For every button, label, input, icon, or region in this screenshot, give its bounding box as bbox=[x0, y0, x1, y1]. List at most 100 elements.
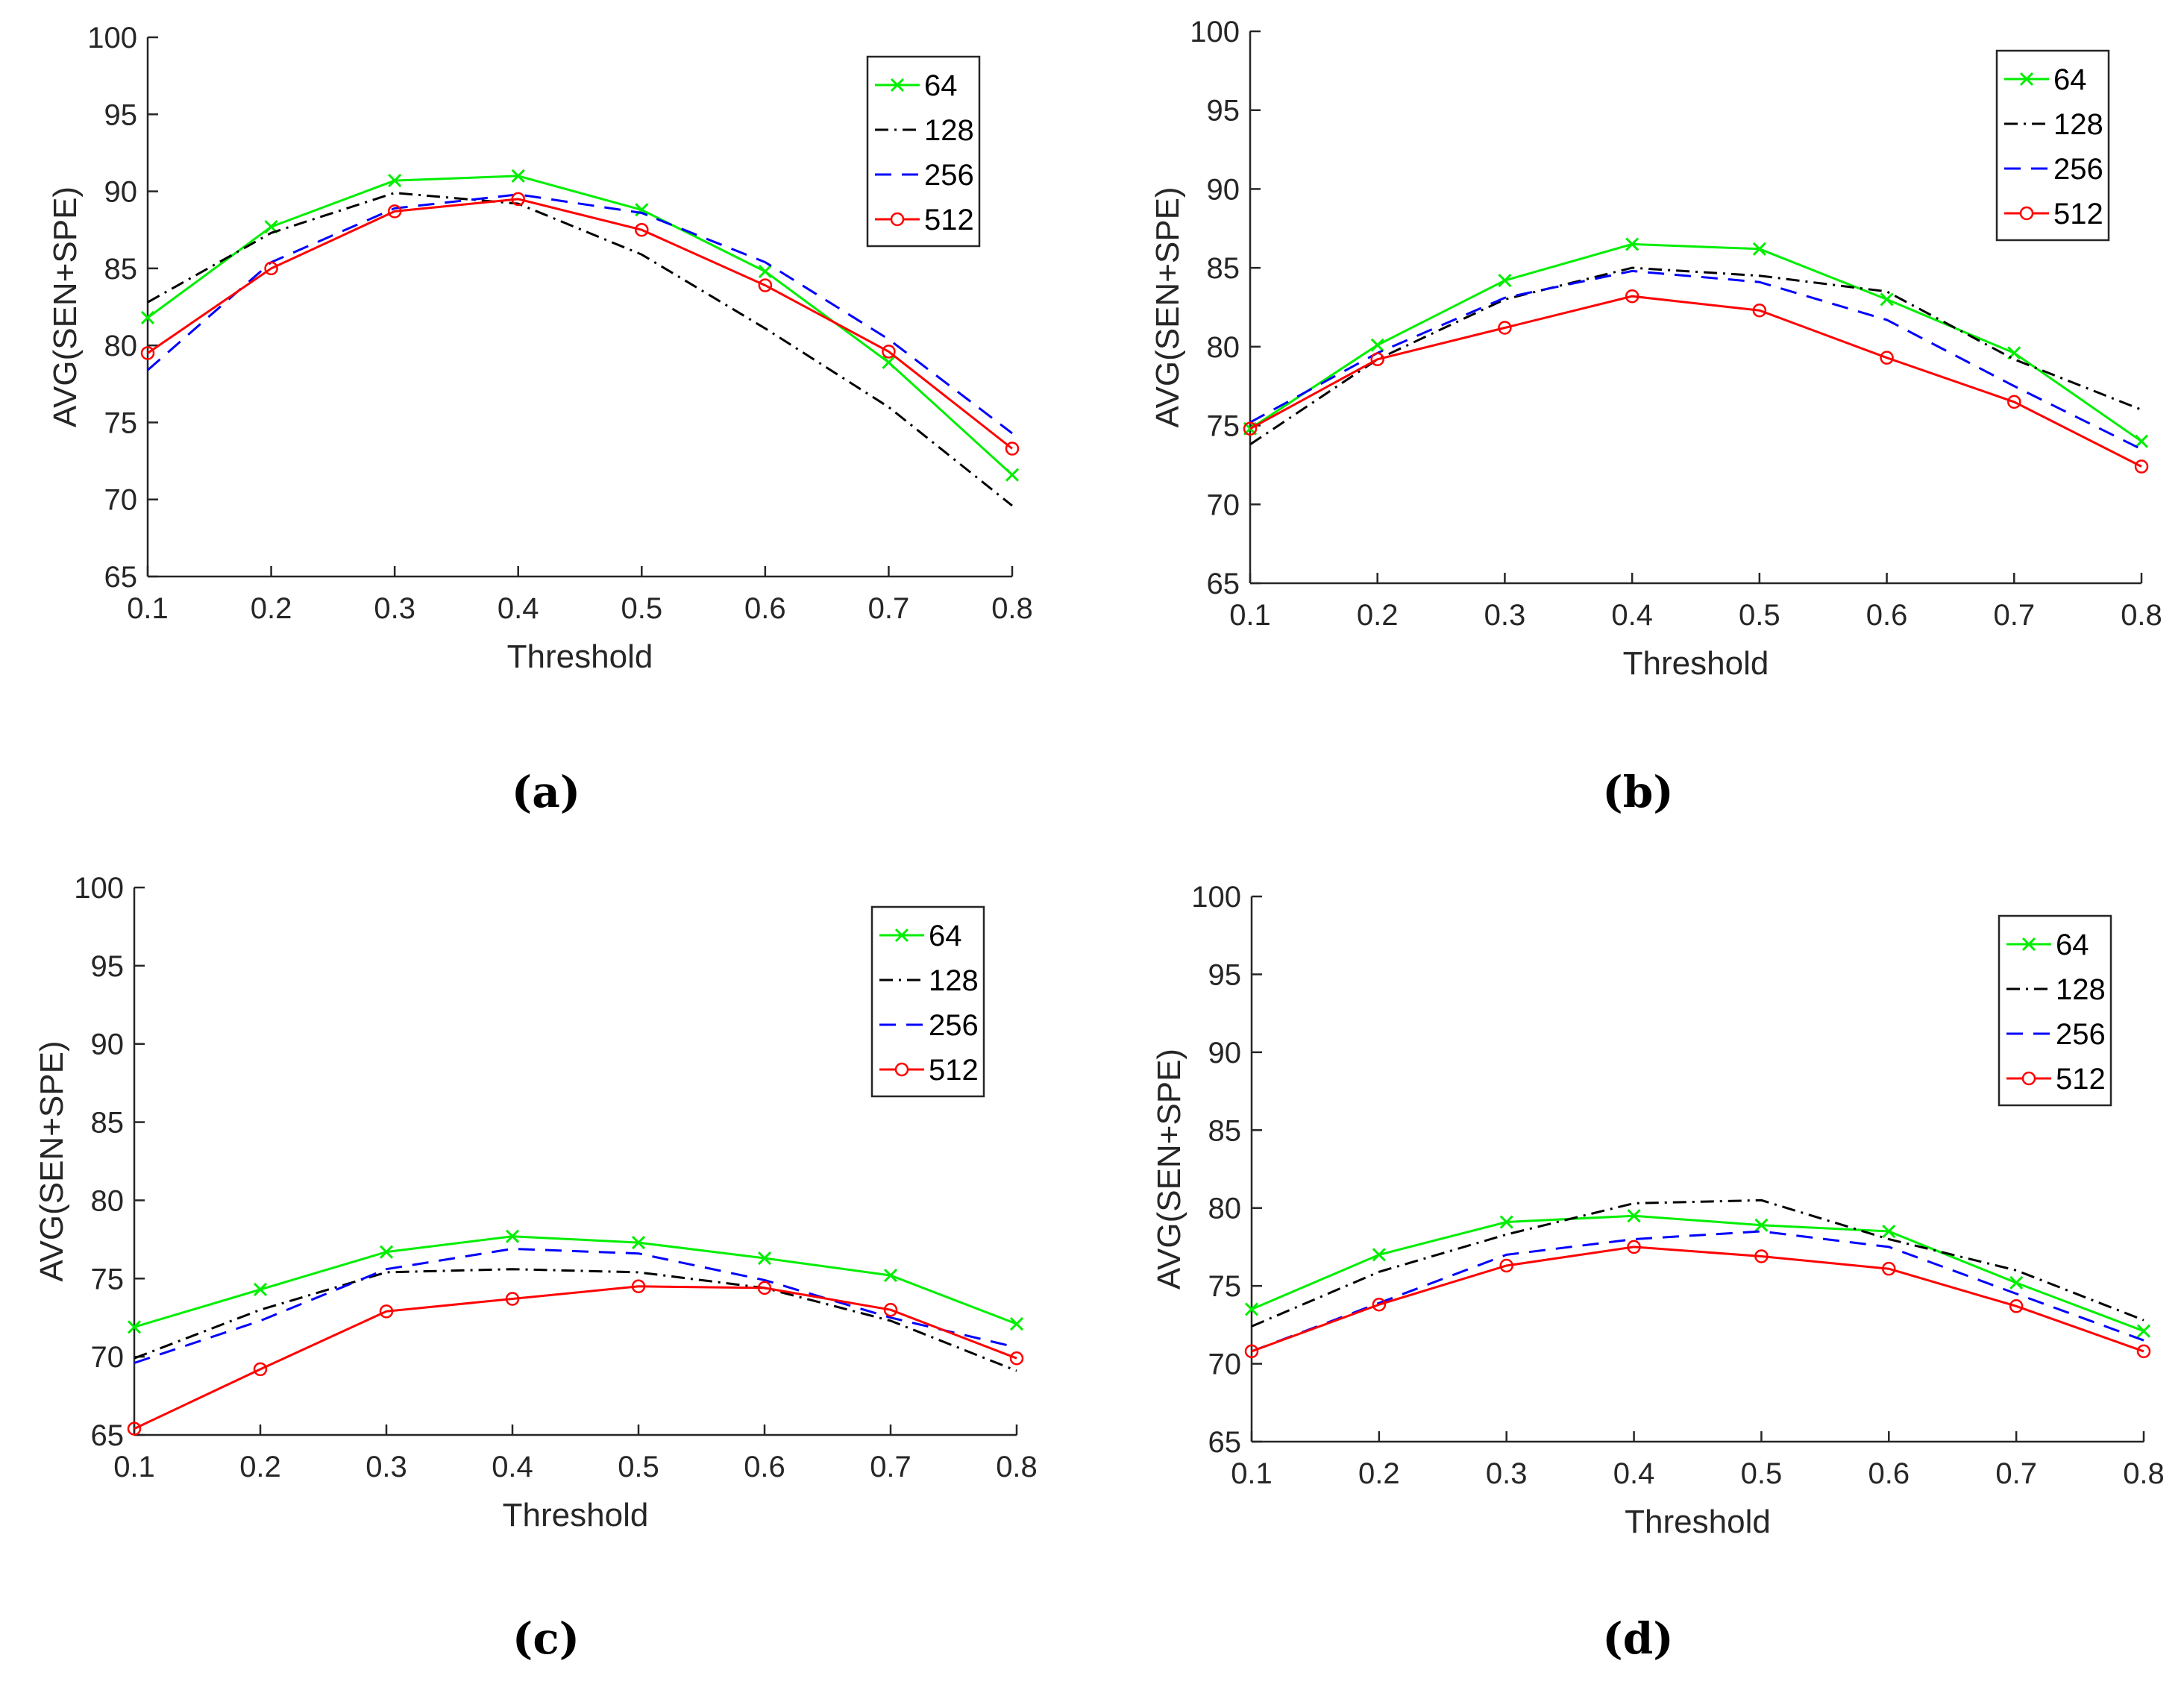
x-tick-label-d: 0.2 bbox=[1358, 1457, 1400, 1490]
x-tick-label-a: 0.2 bbox=[251, 592, 292, 625]
data-point-512-c bbox=[127, 1422, 142, 1436]
y-tick-label-a: 85 bbox=[104, 253, 138, 286]
x-tick-label-a: 0.3 bbox=[374, 592, 415, 625]
chart-svg-c: 65 70 75 80 85 90 95 100 0.1 0.2 0.3 0.4 0.5 0.6 0.7 0.… bbox=[34, 872, 1038, 1664]
x-tick-label-b: 0.7 bbox=[1993, 599, 2035, 632]
data-point-512-a bbox=[140, 346, 155, 360]
panel-caption-a: (a) bbox=[512, 767, 580, 817]
legend-label-512-d: 512 bbox=[2056, 1063, 2106, 1096]
y-axis-title-a: AVG(SEN+SPE) bbox=[47, 186, 84, 427]
data-point-512-d bbox=[1499, 1258, 1513, 1273]
data-point-64-b bbox=[1498, 273, 1512, 288]
x-tick-label-c: 0.3 bbox=[365, 1451, 407, 1483]
x-tick-label-c: 0.1 bbox=[113, 1451, 155, 1483]
chart-panel-a: 65 70 75 80 85 90 95 100 0.1 0.2 0.3 0.4 0.5 0.6 0.7 0.… bbox=[0, 0, 1092, 846]
legend-label-128-d: 128 bbox=[2056, 973, 2106, 1006]
series-line-512-c bbox=[134, 1285, 1017, 1430]
data-point-64-b bbox=[1880, 292, 1894, 307]
series-line-512-d bbox=[1251, 1246, 2144, 1353]
x-tick-label-d: 0.7 bbox=[1995, 1457, 2037, 1490]
x-tick-label-c: 0.8 bbox=[996, 1451, 1038, 1483]
data-point-512-c bbox=[883, 1302, 898, 1317]
series-line-256-b bbox=[1249, 269, 2142, 450]
legend-label-256-b: 256 bbox=[2053, 153, 2103, 186]
panel-caption-c: (c) bbox=[512, 1613, 580, 1664]
data-point-64-d bbox=[1244, 1302, 1259, 1316]
data-point-512-b bbox=[1880, 351, 1894, 365]
y-tick-label-b: 80 bbox=[1207, 331, 1240, 364]
data-point-512-d bbox=[2136, 1344, 2151, 1359]
x-tick-label-a: 0.7 bbox=[868, 592, 910, 625]
plot-area-d bbox=[1252, 896, 2144, 1442]
data-point-64-c bbox=[757, 1251, 772, 1266]
data-point-64-d bbox=[1499, 1215, 1513, 1229]
data-point-512-b bbox=[2134, 459, 2149, 474]
data-point-512-b bbox=[1243, 421, 1258, 436]
x-tick-label-b: 0.1 bbox=[1229, 599, 1271, 632]
chart-svg-b: 65 70 75 80 85 90 95 100 0.1 0.2 0.3 0.4 0.5 0.6 0.7 0.… bbox=[1149, 16, 2162, 817]
x-tick-label-b: 0.3 bbox=[1484, 599, 1526, 632]
x-tick-label-a: 0.4 bbox=[498, 592, 539, 625]
y-tick-label-d: 85 bbox=[1208, 1114, 1242, 1147]
y-tick-label-c: 65 bbox=[91, 1419, 125, 1452]
data-point-64-d bbox=[1627, 1209, 1641, 1223]
y-tick-label-a: 70 bbox=[104, 484, 138, 517]
y-tick-label-b: 100 bbox=[1190, 16, 1240, 48]
legend-d: 64 128 256 512 bbox=[1998, 914, 2112, 1107]
data-point-512-d bbox=[1882, 1261, 1896, 1276]
y-tick-label-c: 95 bbox=[91, 950, 125, 983]
x-tick-label-c: 0.6 bbox=[744, 1451, 785, 1483]
legend-label-128-c: 128 bbox=[929, 964, 979, 997]
legend-label-64-d: 64 bbox=[2056, 929, 2089, 961]
legend-label-512-c: 512 bbox=[929, 1054, 979, 1087]
x-tick-label-d: 0.8 bbox=[2123, 1457, 2165, 1490]
series-line-64-c bbox=[134, 1235, 1017, 1328]
y-tick-label-d: 80 bbox=[1208, 1193, 1242, 1225]
legend-label-64-a: 64 bbox=[924, 69, 958, 102]
panel-caption-b: (b) bbox=[1602, 767, 1673, 817]
x-tick-label-d: 0.4 bbox=[1613, 1457, 1655, 1490]
x-tick-label-d: 0.5 bbox=[1741, 1457, 1783, 1490]
data-point-512-d bbox=[1627, 1240, 1641, 1254]
y-tick-label-b: 85 bbox=[1207, 252, 1240, 285]
data-point-64-b bbox=[1370, 338, 1384, 352]
series-line-64-d bbox=[1251, 1214, 2144, 1333]
y-tick-label-c: 100 bbox=[74, 872, 124, 905]
data-point-512-a bbox=[264, 261, 278, 276]
y-tick-label-c: 80 bbox=[91, 1184, 125, 1217]
data-point-64-d bbox=[2136, 1324, 2151, 1338]
x-tick-label-d: 0.6 bbox=[1868, 1457, 1910, 1490]
data-point-64-a bbox=[511, 169, 525, 183]
series-line-64-b bbox=[1249, 242, 2142, 442]
data-point-64-c bbox=[127, 1320, 142, 1334]
data-point-512-a bbox=[635, 222, 649, 237]
x-tick-label-d: 0.1 bbox=[1231, 1457, 1273, 1490]
y-tick-label-b: 75 bbox=[1207, 410, 1240, 443]
y-tick-label-c: 85 bbox=[91, 1107, 125, 1140]
chart-panel-d: 65 70 75 80 85 90 95 100 0.1 0.2 0.3 0.4 0.5 0.6 0.7 0.… bbox=[1092, 846, 2184, 1693]
data-point-512-c bbox=[631, 1279, 646, 1294]
plot-area-b bbox=[1250, 31, 2141, 583]
data-point-64-d bbox=[1882, 1224, 1896, 1239]
data-point-64-c bbox=[1009, 1317, 1024, 1331]
legend-c: 64 128 256 512 bbox=[870, 905, 985, 1098]
y-tick-label-b: 70 bbox=[1207, 489, 1240, 521]
y-tick-label-b: 95 bbox=[1207, 95, 1240, 128]
x-tick-label-c: 0.4 bbox=[492, 1451, 533, 1483]
data-point-64-c bbox=[253, 1282, 268, 1297]
x-tick-label-a: 0.5 bbox=[621, 592, 662, 625]
x-axis-title-c: Threshold bbox=[503, 1497, 649, 1533]
y-tick-label-a: 100 bbox=[87, 22, 137, 54]
y-tick-label-b: 90 bbox=[1207, 173, 1240, 206]
y-tick-label-d: 95 bbox=[1208, 958, 1242, 991]
y-tick-label-d: 75 bbox=[1208, 1270, 1242, 1303]
data-point-64-d bbox=[2009, 1275, 2024, 1290]
plot-area-c bbox=[134, 888, 1017, 1435]
y-tick-label-c: 75 bbox=[91, 1263, 125, 1295]
y-tick-label-d: 90 bbox=[1208, 1037, 1242, 1069]
data-point-64-d bbox=[1372, 1248, 1386, 1262]
legend-label-128-a: 128 bbox=[924, 114, 974, 147]
chart-panel-c: 65 70 75 80 85 90 95 100 0.1 0.2 0.3 0.4 0.5 0.6 0.7 0.… bbox=[0, 846, 1092, 1693]
y-tick-label-b: 65 bbox=[1207, 568, 1240, 600]
x-tick-label-b: 0.4 bbox=[1611, 599, 1653, 632]
